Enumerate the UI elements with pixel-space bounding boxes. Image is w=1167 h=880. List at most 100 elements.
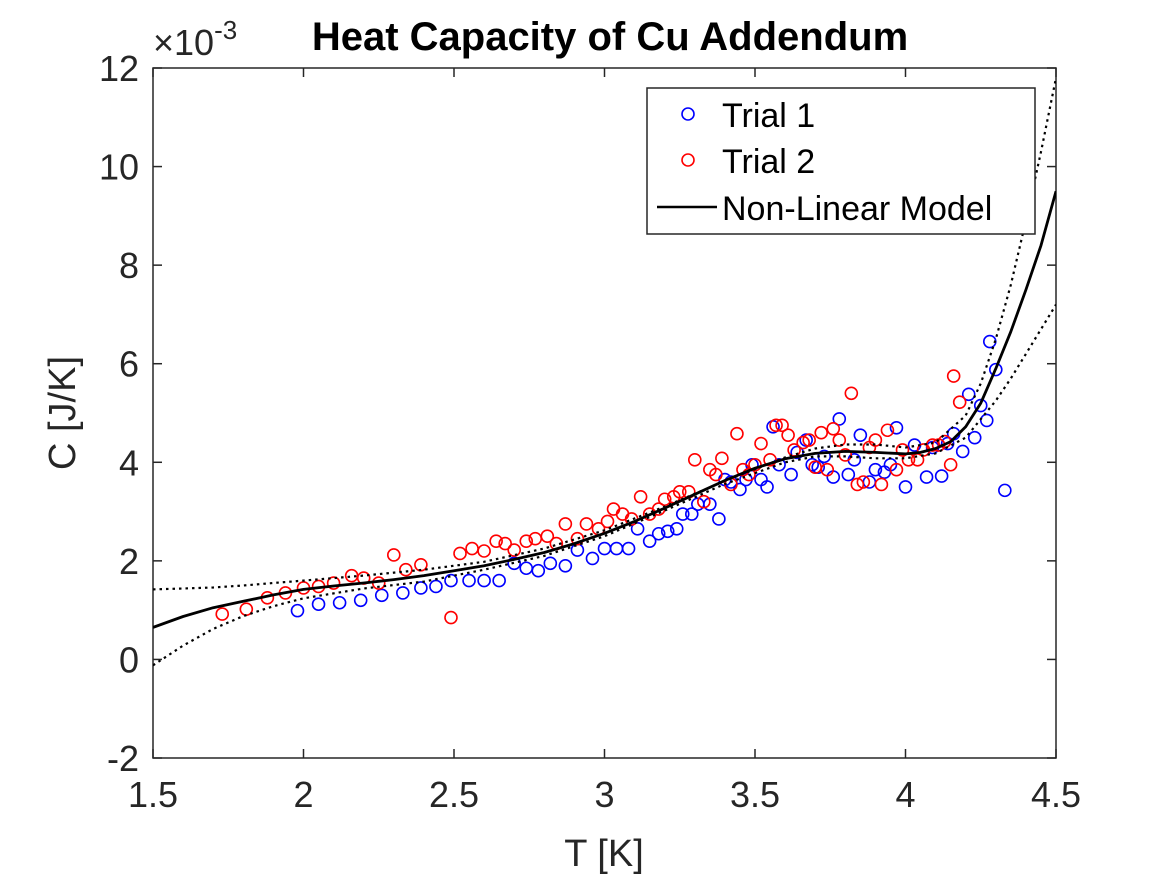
data-point-trial-2 — [697, 494, 711, 509]
data-point-trial-2 — [386, 548, 401, 562]
data-point-trial-2 — [672, 485, 687, 499]
data-point-trial-2 — [838, 448, 853, 462]
data-point-trial-2 — [754, 436, 768, 451]
data-point-trial-1 — [998, 483, 1012, 498]
x-tick-label: 1.5 — [128, 774, 178, 815]
confidence-bound-line — [153, 77, 1056, 591]
data-point-trial-1 — [531, 563, 546, 578]
data-point-trial-2 — [952, 395, 967, 409]
data-point-trial-1 — [973, 398, 988, 413]
data-point-trial-2 — [826, 421, 841, 436]
data-point-trial-1 — [675, 507, 690, 521]
data-point-trial-2 — [570, 531, 585, 546]
data-point-trial-2 — [730, 426, 744, 441]
data-point-trial-1 — [684, 507, 699, 521]
data-point-trial-1 — [396, 586, 410, 600]
y-tick-label: 4 — [119, 442, 139, 483]
data-point-trial-2 — [477, 544, 491, 558]
data-point-trial-2 — [889, 462, 904, 477]
data-point-trial-2 — [709, 467, 723, 482]
data-point-trial-1 — [621, 541, 636, 556]
x-tick-label: 3.5 — [730, 774, 780, 815]
data-point-trial-1 — [585, 551, 600, 566]
data-point-trial-1 — [669, 522, 684, 536]
x-axis-label: T [K] — [564, 833, 644, 875]
data-point-trial-1 — [712, 512, 726, 526]
data-point-trial-1 — [462, 573, 476, 588]
data-point-trial-2 — [856, 475, 871, 489]
y-tick-label: 8 — [119, 245, 139, 286]
data-point-trial-2 — [748, 457, 762, 472]
data-point-trial-2 — [633, 489, 648, 504]
data-point-trial-1 — [889, 420, 904, 435]
legend-box — [646, 87, 1036, 235]
data-point-trial-1 — [311, 597, 326, 612]
data-point-trial-1 — [660, 524, 675, 539]
data-point-trial-2 — [444, 610, 458, 625]
data-point-trial-2 — [519, 534, 534, 548]
data-point-trial-2 — [943, 457, 958, 472]
data-point-trial-1 — [630, 522, 645, 536]
data-point-trial-2 — [769, 418, 783, 433]
data-point-trial-1 — [919, 470, 934, 484]
data-point-trial-1 — [760, 480, 774, 494]
data-point-trial-1 — [492, 573, 506, 588]
legend-marker-trial-1 — [681, 107, 695, 121]
data-point-trial-2 — [796, 435, 810, 450]
legend-label-trial-1: Trial 1 — [722, 97, 815, 135]
data-point-trial-2 — [814, 425, 829, 440]
data-point-trial-1 — [841, 467, 856, 482]
data-point-trial-2 — [874, 477, 889, 492]
data-point-trial-1 — [940, 436, 955, 451]
y-tick-label: 6 — [119, 344, 139, 385]
series-layer — [153, 77, 1056, 667]
data-point-trial-2 — [540, 529, 555, 544]
data-point-trial-1 — [507, 556, 522, 571]
data-point-trial-1 — [651, 526, 666, 541]
model-curve-line — [153, 190, 1056, 629]
x-axis-ticks: 1.5 2 2.5 3 3.5 4 4.5 — [128, 68, 1081, 815]
y-axis-exponent-base: ×10 — [153, 22, 214, 63]
data-point-trial-2 — [326, 576, 341, 590]
data-point-trial-1 — [853, 428, 868, 442]
series-trial-2 — [215, 369, 967, 625]
data-point-trial-2 — [763, 453, 777, 467]
y-axis-exponent-power: -3 — [214, 15, 237, 45]
legend: Trial 1 Trial 2 Non-Linear Model — [646, 87, 1036, 235]
data-point-trial-2 — [832, 433, 847, 447]
legend-label-model: Non-Linear Model — [722, 190, 992, 228]
data-point-trial-1 — [961, 387, 976, 402]
data-point-trial-1 — [477, 573, 491, 588]
data-point-trial-2 — [802, 433, 816, 447]
data-point-trial-1 — [374, 588, 389, 603]
data-point-trial-1 — [444, 573, 458, 588]
x-tick-label: 2 — [293, 774, 313, 815]
chart-title: Heat Capacity of Cu Addendum — [312, 15, 908, 59]
data-point-trial-2 — [775, 418, 789, 433]
data-point-trial-2 — [215, 607, 230, 621]
legend-label-trial-2: Trial 2 — [722, 143, 815, 181]
data-point-trial-2 — [946, 369, 961, 383]
data-point-trial-1 — [832, 412, 847, 426]
y-tick-label: 2 — [119, 541, 139, 582]
data-point-trial-2 — [781, 428, 795, 442]
x-tick-label: 2.5 — [429, 774, 479, 815]
data-point-trial-2 — [715, 451, 729, 466]
y-tick-label: -2 — [107, 738, 139, 779]
y-axis-exponent: ×10-3 — [153, 15, 237, 63]
data-point-trial-2 — [820, 462, 835, 477]
data-point-trial-1 — [934, 469, 949, 483]
data-point-trial-1 — [414, 581, 428, 595]
data-point-trial-2 — [489, 534, 503, 548]
data-point-trial-2 — [868, 433, 883, 447]
y-tick-label: 10 — [99, 147, 139, 188]
data-point-trial-2 — [558, 517, 573, 531]
legend-marker-trial-2 — [681, 153, 695, 167]
data-point-trial-1 — [290, 603, 305, 618]
data-point-trial-1 — [703, 497, 717, 511]
data-point-trial-1 — [558, 558, 573, 573]
data-point-trial-1 — [868, 462, 883, 477]
data-point-trial-2 — [399, 562, 413, 577]
data-point-trial-2 — [880, 423, 895, 438]
